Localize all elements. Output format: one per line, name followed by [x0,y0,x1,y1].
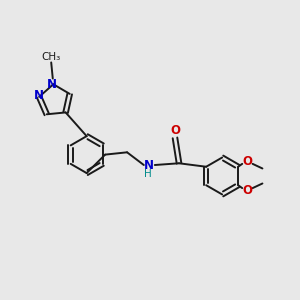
Text: O: O [170,124,180,137]
Text: N: N [34,89,44,102]
Text: CH₃: CH₃ [41,52,60,62]
Text: O: O [242,155,252,168]
Text: N: N [144,158,154,172]
Text: O: O [242,184,252,197]
Text: N: N [47,78,57,91]
Text: H: H [144,169,152,179]
